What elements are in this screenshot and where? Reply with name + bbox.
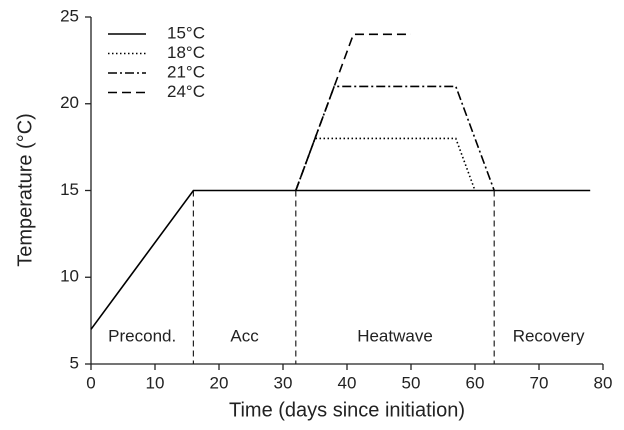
x-tick-label: 30 xyxy=(274,373,293,392)
legend-label: 21°C xyxy=(167,62,205,81)
x-tick-label: 0 xyxy=(86,373,95,392)
legend-label: 18°C xyxy=(167,43,205,62)
x-tick-label: 40 xyxy=(338,373,357,392)
x-tick-label: 70 xyxy=(530,373,549,392)
phase-label: Heatwave xyxy=(357,326,433,345)
series-line xyxy=(90,189,591,330)
series-line xyxy=(295,137,476,191)
y-tick-label: 20 xyxy=(60,93,79,112)
phase-label: Acc xyxy=(230,326,259,345)
y-tick-label: 10 xyxy=(60,267,79,286)
x-tick-label: 50 xyxy=(402,373,421,392)
x-axis-label: Time (days since initiation) xyxy=(229,399,465,421)
y-axis-label: Temperature (°C) xyxy=(14,113,36,267)
series-line xyxy=(295,85,495,191)
x-tick-label: 10 xyxy=(146,373,165,392)
x-tick-label: 60 xyxy=(466,373,485,392)
legend-label: 24°C xyxy=(167,82,205,101)
phase-label: Precond. xyxy=(108,326,176,345)
y-tick-label: 25 xyxy=(60,6,79,25)
series-line xyxy=(295,33,411,191)
x-tick-label: 20 xyxy=(210,373,229,392)
phase-label: Recovery xyxy=(513,326,585,345)
x-tick-label: 80 xyxy=(594,373,613,392)
legend-label: 15°C xyxy=(167,23,205,42)
y-tick-label: 5 xyxy=(70,353,79,372)
y-tick-label: 15 xyxy=(60,180,79,199)
